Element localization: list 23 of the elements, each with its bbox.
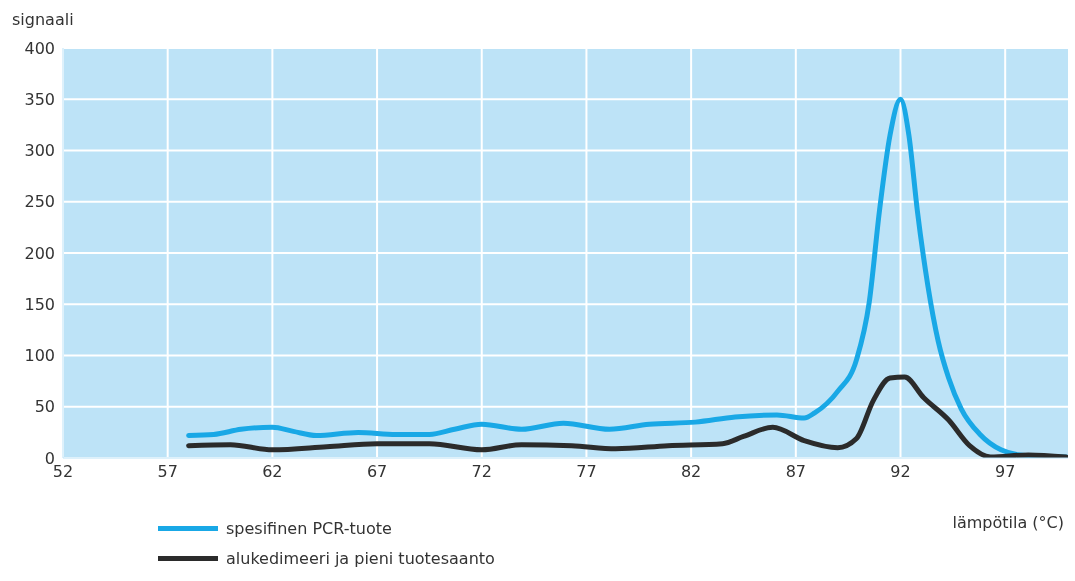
y-tick-label: 200 [24, 243, 55, 263]
x-tick-label: 97 [995, 462, 1016, 482]
y-tick-label: 0 [44, 448, 55, 468]
y-tick-label: 250 [24, 192, 55, 212]
y-tick-label: 350 [24, 89, 55, 109]
x-tick-label: 72 [471, 462, 492, 482]
y-tick-label: 150 [24, 294, 55, 314]
y-tick-label: 100 [24, 346, 55, 366]
x-tick-label: 67 [366, 462, 388, 482]
legend-label: spesifinen PCR-tuote [226, 518, 392, 538]
y-tick-label: 50 [34, 397, 55, 417]
y-axis-title: signaali [12, 10, 74, 29]
x-tick-label: 57 [157, 462, 178, 482]
y-tick-label: 300 [24, 141, 55, 161]
legend-label: alukedimeeri ja pieni tuotesaanto [226, 548, 495, 568]
x-tick-label: 82 [680, 462, 702, 482]
x-tick-label: 77 [576, 462, 597, 482]
x-tick-label: 62 [262, 462, 283, 482]
y-tick-label: 400 [24, 38, 55, 58]
x-tick-label: 52 [52, 462, 74, 482]
x-tick-label: 92 [890, 462, 911, 482]
x-axis-title: lämpötila (°C) [952, 513, 1064, 532]
x-tick-label: 87 [785, 462, 806, 482]
